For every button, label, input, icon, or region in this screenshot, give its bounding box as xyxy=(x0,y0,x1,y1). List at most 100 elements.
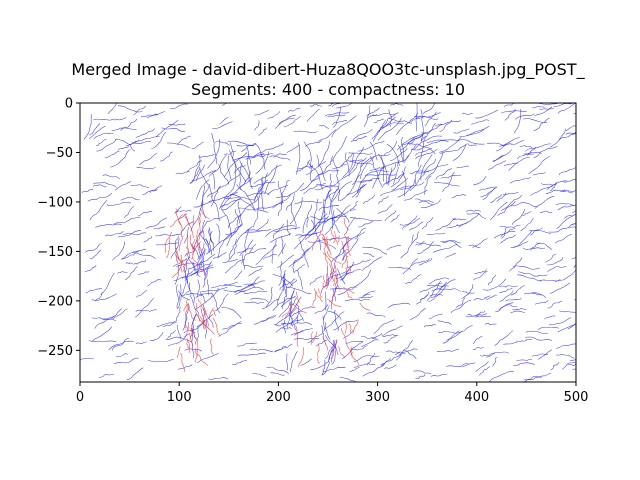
highlight-contour-stroke xyxy=(295,325,299,348)
contour-stroke xyxy=(199,166,214,198)
contour-stroke xyxy=(151,132,167,150)
contour-stroke xyxy=(525,336,552,341)
highlight-contour-stroke xyxy=(322,275,325,289)
contour-stroke xyxy=(195,326,199,345)
contour-stroke xyxy=(555,233,572,244)
contour-stroke xyxy=(273,343,293,353)
contour-stroke xyxy=(140,111,166,118)
highlight-contour-stroke xyxy=(198,298,205,313)
contour-stroke xyxy=(492,155,504,163)
contour-stroke xyxy=(346,174,361,196)
contour-stroke xyxy=(494,330,514,346)
contour-stroke xyxy=(186,269,189,284)
contour-stroke xyxy=(277,254,295,269)
highlight-contour-stroke xyxy=(331,272,334,282)
contour-stroke xyxy=(110,149,131,168)
contour-stroke xyxy=(318,204,339,211)
contour-stroke xyxy=(400,234,414,259)
contour-stroke xyxy=(409,221,424,231)
contour-stroke xyxy=(535,300,549,305)
contour-stroke xyxy=(549,181,558,191)
contour-stroke xyxy=(177,290,191,301)
highlight-contour-stroke xyxy=(333,230,337,244)
contour-stroke xyxy=(361,256,383,272)
contour-stroke xyxy=(223,284,242,287)
contour-stroke xyxy=(84,264,97,273)
contour-stroke xyxy=(125,140,152,147)
contour-stroke xyxy=(350,135,367,143)
contour-stroke xyxy=(333,159,339,184)
highlight-contour-stroke xyxy=(311,331,317,343)
contour-stroke xyxy=(89,125,106,139)
contour-stroke xyxy=(520,217,534,232)
contour-stroke xyxy=(360,155,375,179)
contour-stroke xyxy=(567,323,576,330)
contour-stroke xyxy=(394,351,406,355)
contour-stroke xyxy=(537,327,560,331)
contour-stroke xyxy=(509,257,523,272)
contour-stroke xyxy=(344,298,370,302)
contour-stroke xyxy=(198,153,215,158)
contour-stroke xyxy=(187,253,216,270)
contour-stroke xyxy=(286,193,295,211)
highlight-contour-stroke xyxy=(190,326,193,340)
contour-stroke xyxy=(446,224,459,229)
highlight-contour-stroke xyxy=(343,286,355,294)
contour-stroke xyxy=(149,332,164,342)
contour-stroke xyxy=(509,176,532,184)
contour-stroke xyxy=(198,232,209,245)
highlight-contour-stroke xyxy=(292,303,307,314)
highlight-contour-stroke xyxy=(198,354,208,366)
contour-stroke xyxy=(462,112,473,115)
contour-stroke xyxy=(487,142,505,146)
contour-stroke xyxy=(132,252,156,259)
contour-stroke xyxy=(555,354,575,359)
contour-stroke xyxy=(257,176,263,192)
contour-stroke xyxy=(240,276,260,291)
contour-stroke xyxy=(236,202,254,226)
contour-stroke xyxy=(236,243,256,254)
contour-stroke xyxy=(283,116,301,128)
contour-stroke xyxy=(207,230,213,253)
contour-stroke xyxy=(498,304,518,310)
contour-stroke xyxy=(347,160,374,165)
contour-stroke xyxy=(290,322,313,326)
contour-stroke xyxy=(331,210,335,230)
contour-stroke xyxy=(253,195,259,228)
contour-stroke xyxy=(287,279,298,289)
highlight-contour-stroke xyxy=(326,251,342,265)
contour-stroke xyxy=(267,110,281,120)
contour-stroke xyxy=(324,311,345,330)
contour-stroke xyxy=(186,292,203,296)
contour-stroke xyxy=(280,288,295,308)
contour-stroke xyxy=(249,348,273,353)
contour-stroke xyxy=(85,287,103,294)
contour-stroke xyxy=(386,350,400,353)
contour-stroke xyxy=(308,241,336,250)
contour-stroke xyxy=(174,210,192,213)
contour-stroke xyxy=(544,315,556,320)
contour-stroke xyxy=(104,151,120,158)
contour-stroke xyxy=(361,335,377,339)
contour-stroke xyxy=(472,336,483,344)
contour-stroke xyxy=(135,259,146,265)
contour-stroke xyxy=(307,333,324,343)
contour-stroke xyxy=(212,173,216,190)
highlight-contour-stroke xyxy=(323,247,328,265)
contour-stroke xyxy=(386,143,401,166)
contour-stroke xyxy=(500,110,527,114)
contour-stroke xyxy=(484,322,497,326)
contour-stroke xyxy=(511,208,526,225)
contour-stroke xyxy=(490,201,508,220)
contour-stroke xyxy=(197,353,219,364)
contour-stroke xyxy=(468,244,481,248)
contour-stroke xyxy=(530,242,541,251)
contour-stroke xyxy=(515,113,535,120)
contour-stroke xyxy=(559,310,576,313)
highlight-contour-stroke xyxy=(196,228,203,251)
contour-stroke xyxy=(292,260,296,274)
contour-stroke xyxy=(99,373,115,378)
contour-stroke xyxy=(252,372,267,377)
plot-area xyxy=(79,102,577,383)
contour-stroke xyxy=(371,116,396,140)
